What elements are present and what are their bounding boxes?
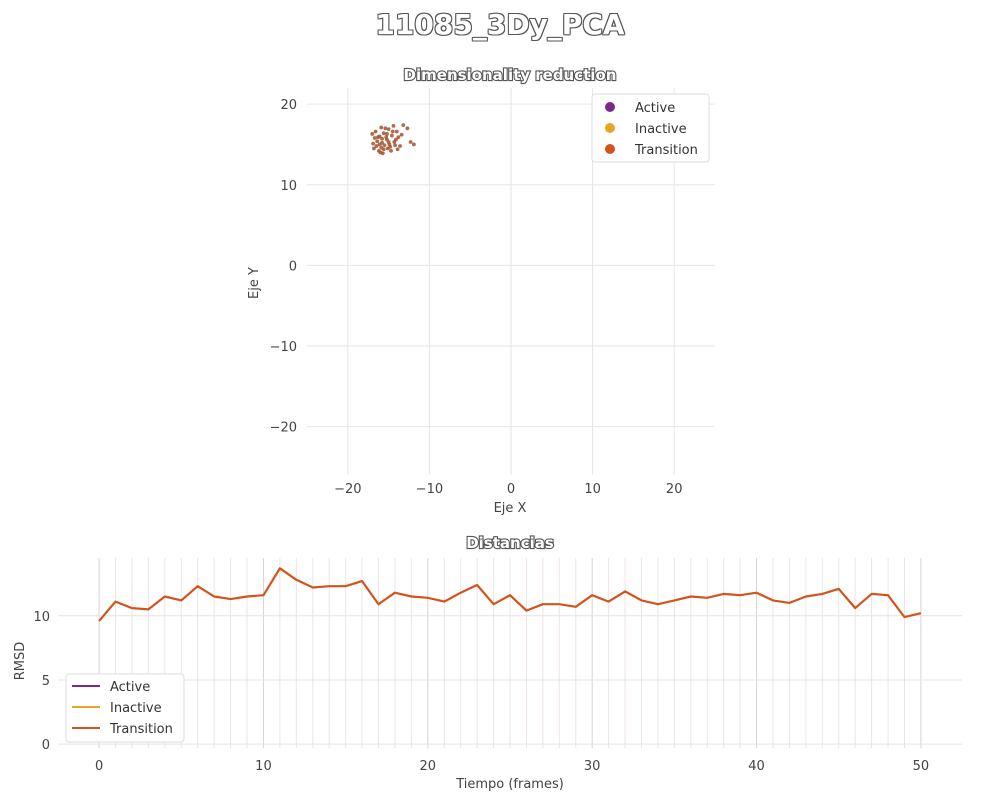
scatter-point [394, 129, 399, 134]
scatter-point [394, 137, 398, 142]
scatter-point [383, 126, 388, 131]
scatter-point [411, 142, 416, 147]
scatter-point [378, 150, 383, 155]
scatter-point [380, 136, 384, 141]
scatter-point [399, 132, 404, 137]
line-ytick-label: 0 [42, 738, 50, 753]
scatter-point [401, 123, 406, 127]
scatter-xtick-label: 0 [507, 482, 515, 497]
line-xlabel: Tiempo (frames) [455, 777, 564, 792]
scatter-point [381, 147, 386, 152]
scatter-point [386, 140, 391, 144]
line-ylabel: RMSD [13, 642, 28, 681]
line-series [98, 567, 922, 622]
scatter-xtick-label: −10 [416, 482, 443, 497]
line-ytick-label: 10 [33, 610, 50, 625]
scatter-point [390, 129, 395, 134]
line-legend-box [65, 673, 185, 743]
scatter-point [396, 135, 401, 140]
scatter-point [408, 140, 413, 144]
scatter-point [395, 147, 400, 152]
scatter-point [386, 127, 391, 132]
scatter-point [372, 146, 376, 151]
line-series-transition [98, 567, 922, 622]
scatter-xlabel: Eje X [494, 501, 527, 516]
line-legend-label: Transition [109, 722, 173, 737]
scatter-ylabel: Eje Y [247, 267, 262, 299]
scatter-legend-label: Transition [634, 143, 698, 158]
scatter-legend-box [591, 93, 710, 163]
line-xtick-label: 50 [913, 759, 930, 774]
scatter-point [376, 135, 380, 140]
scatter-point [372, 136, 377, 140]
scatter-point [398, 144, 402, 148]
line-legend: Active Inactive Transition [65, 673, 185, 743]
scatter-legend: Active Inactive Transition [591, 93, 710, 163]
scatter-point [391, 123, 396, 128]
line-legend-label: Active [110, 680, 150, 695]
scatter-point [375, 139, 380, 144]
line-ticks: 0 5 10 0 10 20 30 40 50 [33, 610, 929, 774]
scatter-ytick-label: −20 [270, 421, 297, 436]
line-title: Distancias [466, 534, 554, 552]
scatter-point [381, 131, 386, 136]
line-xtick-label: 10 [255, 759, 272, 774]
scatter-legend-label: Inactive [635, 122, 687, 137]
scatter-point [374, 144, 379, 148]
scatter-title: Dimensionality reduction [404, 66, 617, 84]
line-xtick-label: 30 [584, 759, 601, 774]
scatter-ticks: −20 −10 0 10 20 −20 −10 0 10 20 [270, 98, 683, 497]
scatter-legend-label: Active [635, 101, 675, 116]
scatter-legend-marker [605, 144, 615, 154]
scatter-point [393, 143, 398, 148]
scatter-legend-marker [605, 123, 615, 133]
scatter-point [384, 135, 389, 140]
line-grid [58, 558, 962, 748]
scatter-point [379, 125, 384, 130]
line-legend-label: Inactive [110, 701, 162, 716]
scatter-point [389, 148, 393, 153]
scatter-point [388, 144, 393, 149]
line-xtick-label: 0 [95, 759, 103, 774]
scatter-ytick-label: 0 [289, 259, 297, 274]
scatter-xtick-label: 10 [584, 482, 601, 497]
scatter-point [377, 142, 382, 147]
scatter-point [373, 129, 378, 134]
scatter-point [370, 132, 375, 136]
scatter-point [389, 133, 394, 138]
scatter-points [370, 123, 416, 156]
scatter-point [382, 143, 387, 148]
scatter-point [405, 126, 410, 131]
scatter-ytick-label: 20 [280, 98, 297, 113]
line-xtick-label: 40 [748, 759, 765, 774]
scatter-ytick-label: 10 [280, 179, 297, 194]
line-ytick-label: 5 [42, 674, 50, 689]
scatter-legend-marker [605, 102, 615, 112]
scatter-point [371, 141, 375, 146]
scatter-xtick-label: 20 [666, 482, 683, 497]
line-xtick-label: 20 [420, 759, 437, 774]
scatter-point [385, 132, 389, 136]
figure-suptitle: 11085_3Dy_PCA [375, 8, 625, 41]
scatter-xtick-label: −20 [334, 482, 361, 497]
scatter-ytick-label: −10 [270, 340, 297, 355]
